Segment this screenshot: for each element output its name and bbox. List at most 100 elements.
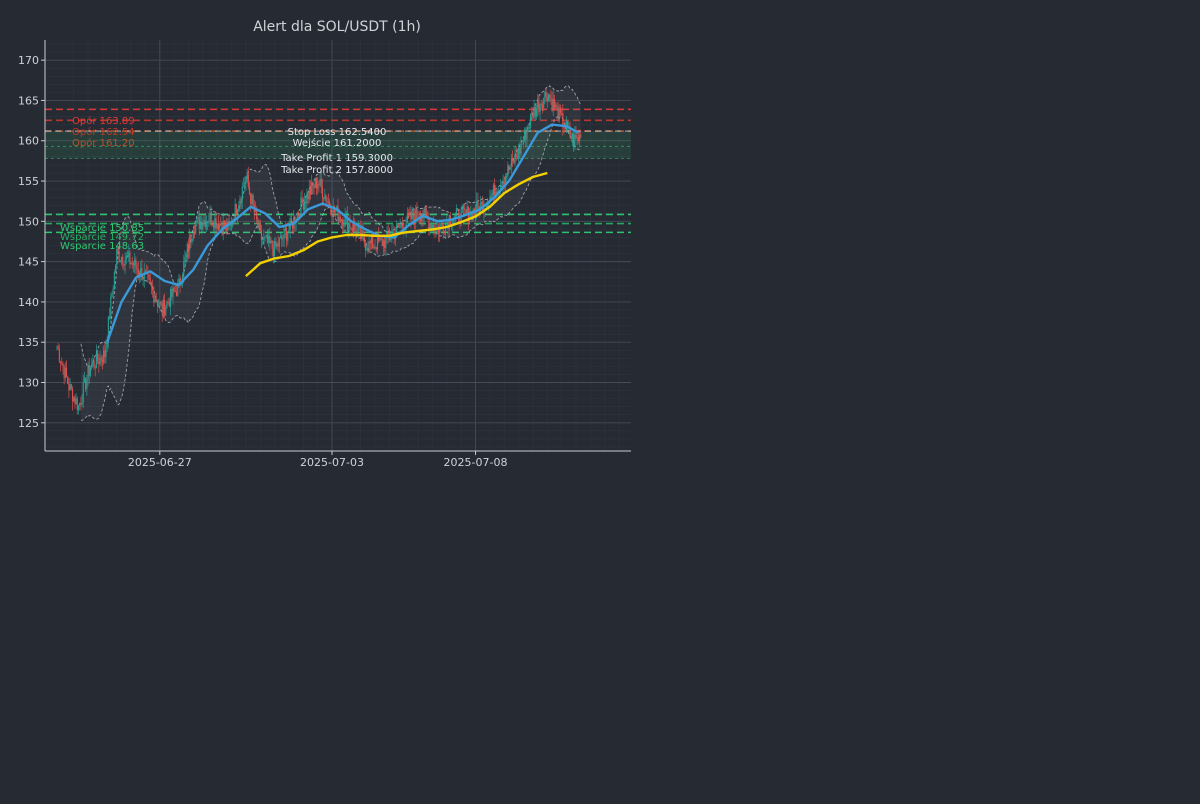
candle-body (348, 222, 350, 231)
candle-body (326, 201, 328, 203)
candle-body (376, 235, 379, 250)
candle-body (184, 257, 186, 262)
candle-body (130, 262, 132, 265)
candle-body (268, 235, 270, 243)
candle-body (159, 302, 161, 305)
candle-body (390, 238, 392, 240)
candle-body (490, 195, 492, 198)
candle-body (510, 157, 513, 167)
candle-body (173, 287, 175, 292)
candle-body (350, 228, 352, 229)
candle-body (301, 197, 303, 204)
candle-body (325, 195, 327, 202)
candle-body (191, 238, 193, 242)
candle-body (288, 229, 290, 234)
candle-body (446, 222, 448, 223)
candle-body (110, 297, 112, 319)
candle-body (577, 137, 579, 141)
candle-body (315, 178, 318, 189)
trade-level-label: Take Profit 2 157.8000 (280, 165, 393, 176)
candle-body (126, 255, 129, 257)
candle-body (311, 182, 313, 195)
candle-body (63, 366, 65, 378)
candle-body (106, 341, 108, 347)
candle-body (362, 230, 364, 235)
candle-body (370, 236, 373, 244)
candle-body (279, 236, 282, 239)
candle-body (215, 218, 217, 229)
candle-body (502, 181, 504, 188)
candle-body (528, 127, 530, 129)
candle-body (105, 346, 107, 357)
candle-body (514, 154, 516, 164)
trade-level-label: Take Profit 1 159.3000 (280, 153, 393, 164)
candle-body (67, 376, 69, 385)
candle-body (271, 240, 273, 249)
candle-body (342, 219, 344, 227)
candle-body (529, 114, 532, 128)
candle-body (550, 98, 552, 99)
candle-body (440, 223, 442, 226)
candle-body (492, 184, 495, 194)
candle-body (558, 107, 560, 121)
candle-body (240, 199, 242, 201)
candle-body (551, 98, 553, 111)
candle-body (357, 227, 359, 231)
candle-body (94, 367, 96, 369)
candle-body (531, 112, 533, 115)
candle-body (375, 246, 377, 250)
candle-body (161, 303, 163, 315)
candle-body (264, 236, 266, 238)
candle-body (95, 352, 98, 369)
candle-body (174, 291, 176, 292)
candle-body (116, 248, 118, 266)
candle-body (462, 206, 465, 209)
candle-body (258, 224, 260, 229)
candle-body (562, 112, 564, 128)
candle-body (163, 300, 166, 316)
candle-body (252, 195, 254, 205)
candle-body (533, 106, 535, 118)
candle-body (175, 291, 178, 296)
trade-level-label: Wejście 161.2000 (293, 137, 382, 149)
candle-body (152, 286, 154, 291)
candle-body (567, 121, 569, 128)
candle-body (142, 279, 144, 281)
candle-body (153, 290, 155, 303)
candle-body (230, 223, 233, 227)
candle-body (278, 238, 280, 247)
candle-body (575, 134, 577, 139)
candle-body (178, 278, 180, 283)
candle-body (578, 135, 581, 141)
candle-body (555, 105, 557, 108)
candle-body (384, 240, 386, 248)
candle-body (183, 261, 185, 277)
chart-title: Alert dla SOL/USDT (1h) (253, 19, 421, 35)
candle-body (131, 262, 133, 264)
candle-body (406, 213, 408, 224)
levels (45, 108, 631, 234)
candle-body (179, 278, 181, 285)
candle-body (263, 236, 265, 240)
candle-body (256, 210, 258, 220)
candle-body (189, 234, 191, 251)
candle-body (449, 217, 452, 226)
candle-body (386, 231, 388, 237)
candle-body (80, 402, 82, 405)
candle-body (317, 183, 319, 189)
candle-body (517, 147, 520, 160)
candle-body (193, 232, 196, 234)
candle-body (343, 225, 345, 227)
candle-body (358, 227, 361, 228)
candle-body (117, 248, 119, 252)
y-tick-label: 165 (18, 94, 39, 107)
candle-body (285, 230, 288, 241)
candle-body (169, 289, 172, 307)
candle-body (216, 223, 218, 229)
candle-body (335, 211, 337, 213)
candle-body (219, 223, 221, 230)
candle-body (277, 243, 279, 247)
candle-body (266, 235, 269, 243)
